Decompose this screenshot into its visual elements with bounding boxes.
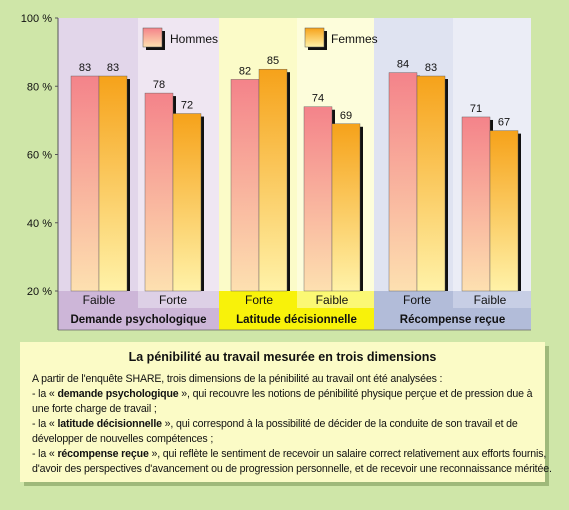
y-tick-label: 80 %	[27, 81, 52, 93]
group-label: Récompense reçue	[400, 314, 505, 326]
info-dimension-2-cont: développer de nouvelles compétences ;	[32, 433, 214, 445]
category-label: Faible	[83, 293, 116, 307]
bar-hommes	[144, 92, 174, 292]
bar-hommes	[461, 116, 491, 292]
group-label: Latitude décisionnelle	[236, 314, 357, 326]
bar-hommes	[303, 106, 333, 292]
category-label-band	[138, 291, 219, 308]
data-label: 83	[79, 62, 91, 74]
data-label: 85	[267, 55, 279, 67]
data-label: 71	[470, 103, 482, 115]
legend-swatch	[304, 27, 325, 48]
legend-label: Hommes	[170, 32, 218, 46]
category-label-band	[297, 291, 374, 308]
data-label: 67	[498, 117, 510, 129]
bar-femmes	[172, 113, 202, 292]
bar-femmes	[489, 130, 519, 292]
data-label: 74	[312, 93, 324, 105]
group-label: Demande psychologique	[70, 314, 206, 326]
data-label: 78	[153, 79, 165, 91]
bar-hommes	[388, 72, 418, 292]
bar-femmes	[331, 123, 361, 292]
bar-femmes	[98, 75, 128, 292]
data-label: 84	[397, 59, 409, 71]
y-tick-label: 40 %	[27, 218, 52, 230]
legend-swatch	[142, 27, 163, 48]
y-tick-label: 60 %	[27, 150, 52, 162]
data-label: 83	[425, 62, 437, 74]
data-label: 83	[107, 62, 119, 74]
info-dimension-1-cont: une forte charge de travail ;	[32, 403, 157, 415]
info-dimension-1: - la « demande psychologique », qui reco…	[32, 388, 533, 400]
bar-hommes	[70, 75, 100, 292]
info-dimension-2: - la « latitude décisionnelle », qui cor…	[32, 418, 518, 430]
y-tick-label: 100 %	[21, 13, 52, 25]
bar-hommes	[230, 79, 260, 292]
data-label: 72	[181, 100, 193, 112]
y-tick-label: 20 %	[27, 286, 52, 298]
info-box: La pénibilité au travail mesurée en troi…	[20, 342, 552, 482]
category-label: Forte	[245, 293, 273, 307]
category-label: Forte	[159, 293, 187, 307]
info-term-demande: demande psychologique	[57, 388, 179, 400]
data-label: 82	[239, 65, 251, 77]
info-title: La pénibilité au travail mesurée en troi…	[128, 350, 437, 364]
category-label-band	[453, 291, 531, 308]
category-label: Faible	[316, 293, 349, 307]
info-term-latitude: latitude décisionnelle	[57, 418, 162, 430]
legend-label: Femmes	[331, 32, 378, 46]
category-label: Forte	[403, 293, 431, 307]
category-label: Faible	[474, 293, 507, 307]
data-label: 69	[340, 110, 352, 122]
bar-femmes	[258, 68, 288, 292]
info-term-recompense: récompense reçue	[57, 448, 149, 460]
info-intro: A partir de l'enquête SHARE, trois dimen…	[32, 373, 443, 385]
bar-chart: Demande psychologique Latitude décisionne…	[21, 13, 531, 331]
info-dimension-3: - la « récompense reçue », qui reflète l…	[32, 448, 547, 460]
info-dimension-3-cont: d'avoir des perspectives d'avancement ou…	[32, 463, 552, 475]
bar-femmes	[416, 75, 446, 292]
